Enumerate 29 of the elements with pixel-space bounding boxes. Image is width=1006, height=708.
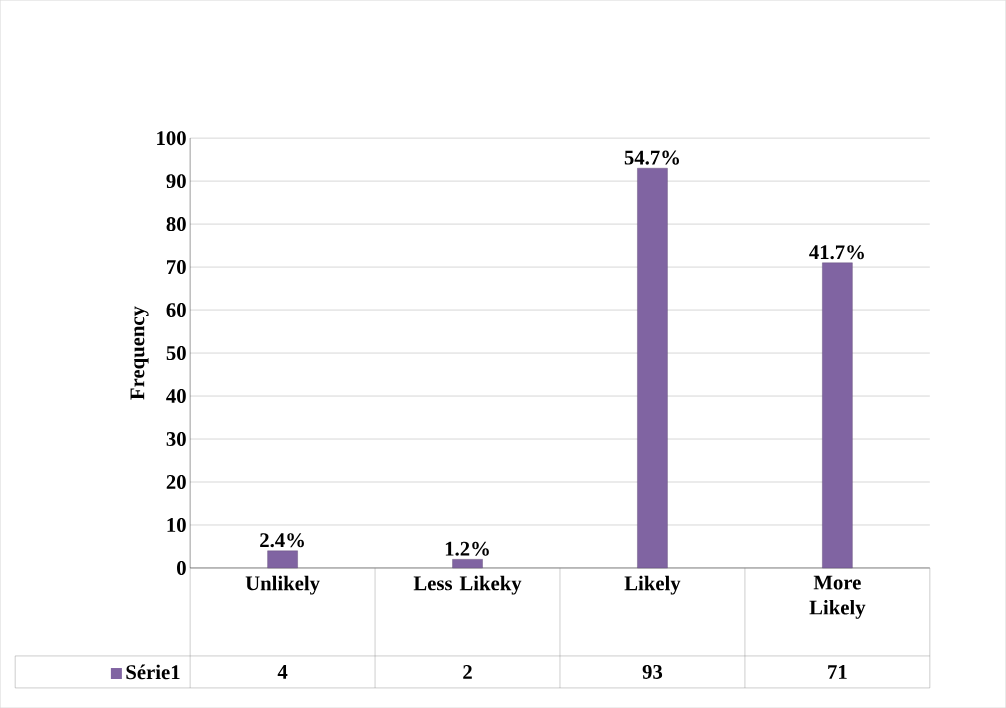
y-tick-label: 30 — [166, 431, 186, 446]
legend-label: Série1 — [126, 664, 180, 680]
data-label: 2 — [463, 665, 472, 679]
y-tick-label: 70 — [167, 260, 186, 275]
y-tick-label: 50 — [166, 346, 186, 360]
data-label: 71 — [828, 665, 847, 679]
y-tick-label: 0 — [177, 560, 186, 575]
annotation: 54.7% — [624, 150, 679, 165]
bar — [267, 550, 298, 569]
x-tick-label: Less Likeky — [413, 575, 522, 595]
annotation: 2.4% — [260, 533, 304, 548]
data-label: 93 — [642, 664, 663, 679]
x-tick-label: More Likely — [809, 575, 866, 619]
bar — [637, 167, 668, 569]
x-tick-label: Unlikely — [245, 575, 320, 595]
y-tick-label: 20 — [166, 474, 186, 489]
annotation: 41.7% — [809, 245, 864, 260]
y-tick-label: 60 — [166, 303, 186, 318]
data-label: 4 — [277, 665, 288, 679]
y-tick-label: 90 — [166, 174, 186, 189]
bar — [822, 262, 853, 569]
y-tick-label: 100 — [157, 131, 186, 146]
y-tick-label: 80 — [166, 217, 186, 232]
y-tick-label: 40 — [166, 389, 186, 403]
x-tick-label: Likely — [624, 575, 681, 595]
y-axis-title: Frequency — [130, 306, 149, 400]
annotation: 1.2% — [445, 541, 489, 556]
bar — [452, 559, 483, 569]
y-tick-label: 10 — [167, 517, 186, 532]
